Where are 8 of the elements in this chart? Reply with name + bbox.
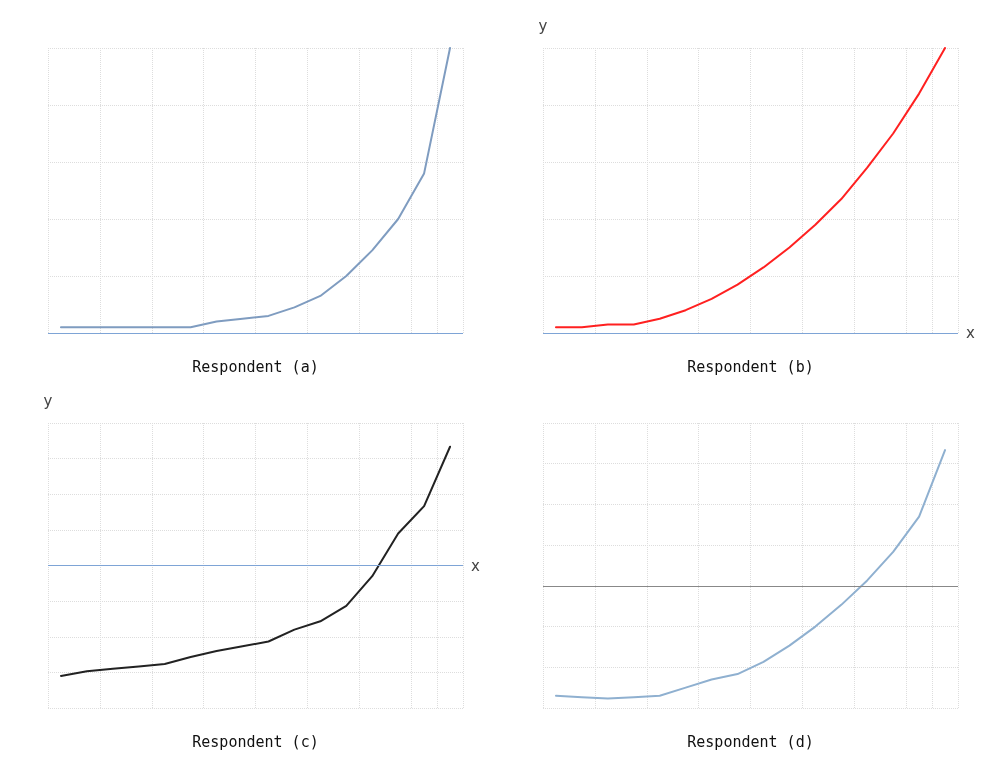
- x-axis-title: x: [966, 324, 975, 342]
- text: Respondent (b): [687, 357, 814, 376]
- text: Respondent (d): [687, 732, 814, 751]
- x-axis-title: x: [471, 556, 480, 575]
- y-axis-title: y: [538, 16, 548, 35]
- text: Respondent (c): [192, 732, 319, 751]
- y-axis-title: y: [43, 391, 53, 410]
- text: Respondent (a): [192, 357, 319, 376]
